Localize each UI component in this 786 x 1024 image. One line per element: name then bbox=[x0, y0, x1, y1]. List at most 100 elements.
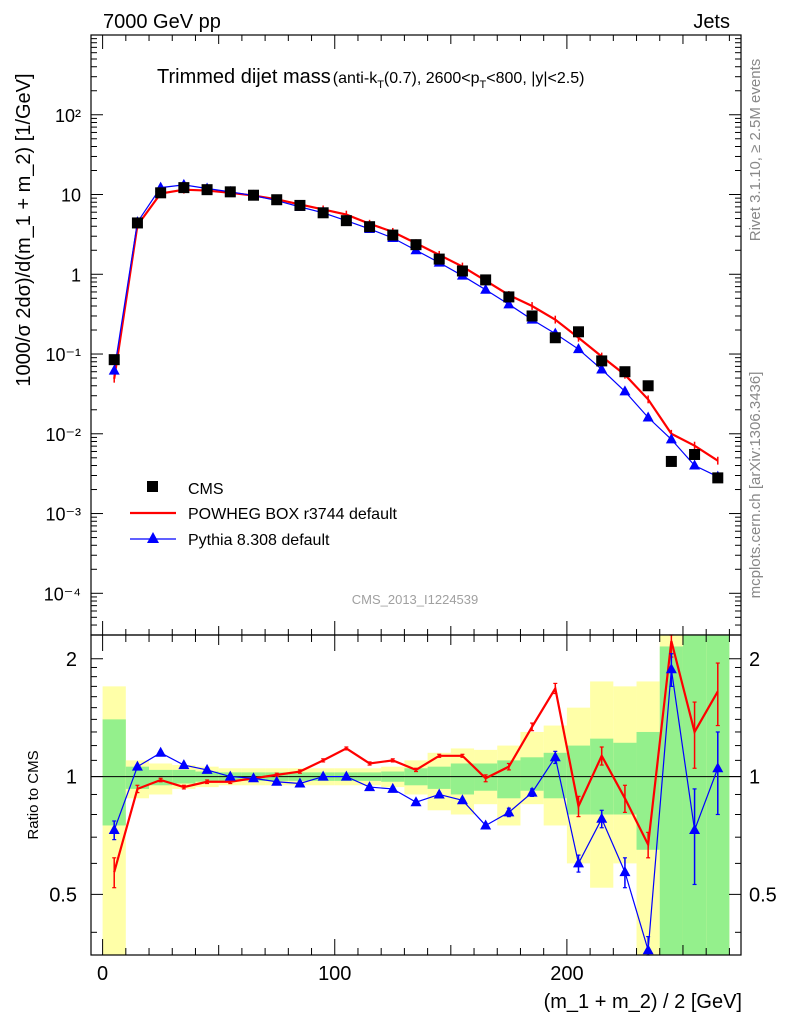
pythia-ratio-point bbox=[317, 770, 329, 781]
pythia-point bbox=[619, 385, 631, 396]
cms-point bbox=[480, 274, 492, 286]
pythia-ratio-point bbox=[410, 796, 422, 807]
ratio-band-green-24 bbox=[659, 646, 683, 955]
ratio-series-layer bbox=[108, 634, 724, 956]
ratio-band-green-19 bbox=[543, 752, 567, 799]
legend-pythia-label: Pythia 8.308 default bbox=[188, 532, 330, 549]
ratio-band-green-15 bbox=[450, 763, 475, 795]
pythia-point bbox=[480, 283, 492, 294]
cms-point bbox=[503, 291, 515, 303]
pythia-ratio-point bbox=[433, 788, 445, 799]
ratio-axes: 0.5 0.5 1 1 2 2 0 100 200 bbox=[49, 634, 777, 985]
cms-point bbox=[619, 366, 631, 378]
pythia-ratio-point bbox=[178, 759, 190, 770]
pythia-ratio-point bbox=[340, 770, 352, 781]
y-axis-label: 1000/σ 2dσ)/d(m_1 + m_2) [1/GeV] bbox=[13, 73, 35, 386]
ratio-y-tick-label-right: 0.5 bbox=[749, 884, 777, 906]
main-y-tick-label: 10² bbox=[55, 106, 81, 126]
main-axes: 10⁻⁴ 10⁻³ 10⁻² 10⁻¹ 1 10 10² bbox=[44, 34, 742, 636]
legend-powheg-label: POWHEG BOX r3744 default bbox=[188, 506, 398, 523]
title-suffix-post: <800, |y|<2.5) bbox=[486, 70, 584, 87]
pythia-ratio-point bbox=[387, 782, 399, 793]
main-y-tick-label: 10⁻² bbox=[45, 425, 81, 445]
title-suffix-sub1: T bbox=[377, 79, 384, 91]
pythia-ratio-point bbox=[619, 866, 631, 877]
pythia-ratio-point bbox=[294, 777, 306, 788]
cms-point bbox=[108, 354, 120, 366]
chart-title-main: Trimmed dijet mass bbox=[157, 66, 331, 88]
pythia-ratio-point bbox=[573, 857, 584, 868]
ratio-y-tick-label-left: 0.5 bbox=[49, 884, 77, 906]
pythia-point bbox=[665, 433, 677, 444]
cms-point bbox=[526, 310, 538, 322]
cms-point bbox=[712, 472, 724, 484]
cms-point bbox=[642, 380, 654, 392]
ratio-band-green-18 bbox=[520, 757, 544, 791]
cms-point bbox=[689, 448, 701, 460]
cms-point bbox=[387, 229, 399, 241]
mcplots-label: mcplots.cern.ch [arXiv:1306.3436] bbox=[747, 372, 764, 599]
cms-point bbox=[596, 355, 608, 367]
chart-title: Trimmed dijet mass (anti-kT(0.7), 2600<pT… bbox=[157, 66, 584, 91]
cms-point bbox=[201, 184, 213, 196]
ratio-y-tick-label-right: 2 bbox=[749, 649, 760, 671]
main-y-tick-label: 10⁻³ bbox=[45, 505, 81, 525]
pythia-ratio-point bbox=[224, 770, 236, 781]
cms-point bbox=[131, 217, 143, 229]
pythia-ratio-point bbox=[201, 763, 213, 774]
cms-point bbox=[456, 265, 468, 277]
main-y-tick-label: 1 bbox=[71, 265, 81, 285]
ratio-band-green-20 bbox=[566, 745, 591, 815]
cms-point bbox=[155, 187, 167, 199]
ratio-band-green-23 bbox=[636, 731, 660, 850]
cms-point bbox=[573, 326, 584, 338]
pythia-point bbox=[596, 363, 608, 374]
ratio-y-axis-label: Ratio to CMS bbox=[25, 750, 42, 839]
cms-point bbox=[294, 199, 306, 211]
x-axis-label: (m_1 + m_2) / 2 [GeV] bbox=[544, 991, 742, 1013]
ratio-uncertainty-bands bbox=[91, 635, 741, 955]
ratio-y-tick-label-right: 1 bbox=[749, 767, 760, 789]
ratio-y-tick-label-left: 2 bbox=[66, 649, 77, 671]
cms-point bbox=[549, 332, 561, 344]
powheg-line bbox=[113, 188, 719, 462]
pythia-ratio-point bbox=[503, 806, 515, 817]
header-right: Jets bbox=[693, 11, 730, 33]
pythia-ratio-point bbox=[131, 760, 143, 771]
pythia-ratio-point bbox=[712, 762, 724, 773]
ratio-band-green-0 bbox=[102, 719, 126, 826]
pythia-ratio-point bbox=[665, 663, 677, 674]
pythia-ratio-point bbox=[456, 794, 468, 805]
title-suffix-pre: (anti-k bbox=[333, 70, 378, 87]
cms-point bbox=[433, 253, 445, 265]
main-series-layer bbox=[108, 178, 724, 484]
main-y-tick-label: 10 bbox=[61, 186, 81, 206]
ratio-frame bbox=[90, 634, 742, 956]
pythia-ratio-point bbox=[248, 772, 259, 783]
x-tick-label: 200 bbox=[550, 963, 583, 985]
pythia-ratio-point bbox=[364, 781, 376, 792]
legend-pythia-marker bbox=[147, 532, 159, 543]
cms-point bbox=[410, 239, 422, 251]
pythia-ratio-point bbox=[689, 824, 701, 835]
pythia-ratio-point bbox=[271, 775, 283, 786]
pythia-point bbox=[689, 459, 701, 470]
analysis-watermark: CMS_2013_I1224539 bbox=[352, 592, 479, 607]
rivet-label: Rivet 3.1.10, ≥ 2.5M events bbox=[747, 59, 764, 242]
pythia-point bbox=[573, 343, 584, 354]
cms-point bbox=[248, 189, 259, 201]
title-suffix-sub2: T bbox=[480, 79, 487, 91]
cms-point bbox=[271, 194, 283, 206]
pythia-point bbox=[503, 298, 515, 309]
legend-cms-label: CMS bbox=[188, 481, 224, 498]
pythia-ratio-point bbox=[480, 819, 492, 830]
x-tick-label: 0 bbox=[97, 963, 108, 985]
main-y-tick-label: 10⁻¹ bbox=[45, 345, 81, 365]
pythia-ratio-point bbox=[549, 751, 561, 762]
cms-point bbox=[178, 182, 190, 194]
main-y-tick-label: 10⁻⁴ bbox=[44, 584, 81, 604]
pythia-point bbox=[642, 411, 654, 422]
pythia-ratio-point bbox=[596, 812, 608, 823]
title-suffix-mid: (0.7), 2600<p bbox=[384, 70, 480, 87]
